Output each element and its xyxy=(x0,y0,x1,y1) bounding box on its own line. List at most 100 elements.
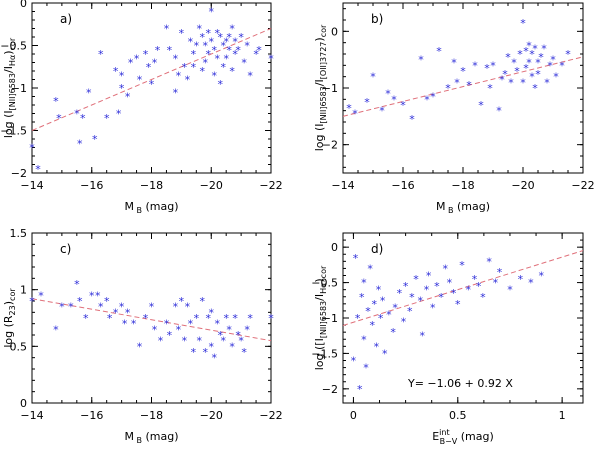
data-point: * xyxy=(98,48,104,61)
panel-label: b) xyxy=(371,12,383,26)
data-point: * xyxy=(451,57,457,70)
data-point: * xyxy=(355,312,361,325)
data-point: * xyxy=(434,280,440,293)
data-point: * xyxy=(29,142,35,155)
data-point: * xyxy=(514,65,520,78)
data-point: * xyxy=(209,35,215,48)
data-point: * xyxy=(149,78,155,91)
data-point: * xyxy=(459,259,465,272)
data-point: * xyxy=(407,305,413,318)
y-tick-label: −1 xyxy=(322,312,338,325)
x-tick-label: 1 xyxy=(559,409,566,422)
data-point: * xyxy=(484,62,490,75)
panel-2: −14 −16 −18 −20 −22−2−10* ***** * **** *********… xyxy=(313,2,595,215)
data-point: * xyxy=(382,347,388,360)
data-point: * xyxy=(119,69,125,82)
data-point: * xyxy=(409,291,415,304)
data-point: * xyxy=(203,346,209,359)
data-point: * xyxy=(38,289,44,302)
data-point: * xyxy=(211,69,217,82)
data-point: * xyxy=(92,133,98,146)
y-tick-label: 0 xyxy=(20,0,27,10)
data-point: * xyxy=(417,294,423,307)
data-point: * xyxy=(486,255,492,268)
data-point: * xyxy=(559,59,565,72)
data-point: * xyxy=(83,312,89,325)
data-point: * xyxy=(550,54,556,67)
data-point: * xyxy=(268,312,274,325)
data-point: * xyxy=(268,52,274,65)
data-point: * xyxy=(191,346,197,359)
data-point: * xyxy=(538,51,544,64)
data-point: * xyxy=(188,35,194,48)
data-point: * xyxy=(443,262,449,275)
data-point: * xyxy=(400,99,406,112)
data-point: * xyxy=(113,65,119,78)
x-tick-label: −20 xyxy=(200,179,223,192)
data-point: * xyxy=(131,318,137,331)
data-point: * xyxy=(539,270,545,283)
data-point: * xyxy=(507,284,513,297)
data-point: * xyxy=(436,45,442,58)
fit-line xyxy=(31,298,272,342)
data-point: * xyxy=(232,312,238,325)
y-axis-label: log (R23)cor xyxy=(2,288,17,348)
data-point: * xyxy=(547,59,553,72)
panel-1: −14 −16 −18 −20 −22−2−1.5−1−0.50**** ********… xyxy=(0,0,282,215)
data-point: * xyxy=(497,266,503,279)
data-point: * xyxy=(391,93,397,106)
data-point: * xyxy=(535,57,541,70)
data-point: * xyxy=(518,273,524,286)
data-point: * xyxy=(241,346,247,359)
data-point: * xyxy=(200,295,206,308)
y-tick-label: −1.5 xyxy=(0,125,27,138)
data-point: * xyxy=(553,71,559,84)
data-point: * xyxy=(119,82,125,95)
data-point: * xyxy=(158,335,164,348)
data-point: * xyxy=(80,112,86,125)
data-point: * xyxy=(526,40,532,53)
data-point: * xyxy=(244,40,250,53)
y-axis-label: log (I[NII]6583/I[OII]3727)cor xyxy=(313,24,328,151)
data-point: * xyxy=(235,329,241,342)
data-point: * xyxy=(541,42,547,55)
data-point: * xyxy=(188,318,194,331)
data-point: * xyxy=(137,340,143,353)
data-point: * xyxy=(420,330,426,343)
data-point: * xyxy=(466,79,472,92)
data-point: * xyxy=(211,44,217,57)
data-point: * xyxy=(565,48,571,61)
data-point: * xyxy=(369,319,375,332)
data-point: * xyxy=(176,323,182,336)
y-axis-label: log ([I[NII]6583/IHα)cor xyxy=(313,265,328,370)
data-point: * xyxy=(424,284,430,297)
data-point: * xyxy=(155,44,161,57)
panel-4: 0 0.5 1−2−1.5−1−0.50**********************… xyxy=(311,232,584,446)
y-tick-label: 0 xyxy=(331,241,338,254)
x-tick-label: 0.5 xyxy=(449,409,467,422)
data-point: * xyxy=(104,295,110,308)
data-point: * xyxy=(253,48,259,61)
data-point: * xyxy=(214,52,220,65)
data-point: * xyxy=(447,277,453,290)
data-point: * xyxy=(137,74,143,87)
data-point: * xyxy=(490,59,496,72)
data-point: * xyxy=(476,280,482,293)
x-tick-label: −16 xyxy=(80,409,103,422)
data-point: * xyxy=(241,57,247,70)
data-point: * xyxy=(386,308,392,321)
data-point: * xyxy=(182,61,188,74)
x-axis-label: M B (mag) xyxy=(124,430,178,445)
y-tick-label: −2 xyxy=(11,167,27,180)
panel-label: c) xyxy=(60,242,71,256)
y-tick-label: −2 xyxy=(322,383,338,396)
data-point: * xyxy=(53,95,59,108)
data-point: * xyxy=(418,54,424,67)
data-point: * xyxy=(363,362,369,375)
x-tick-label: −20 xyxy=(511,179,534,192)
data-point: * xyxy=(164,318,170,331)
data-point: * xyxy=(220,335,226,348)
data-point: * xyxy=(351,355,357,368)
